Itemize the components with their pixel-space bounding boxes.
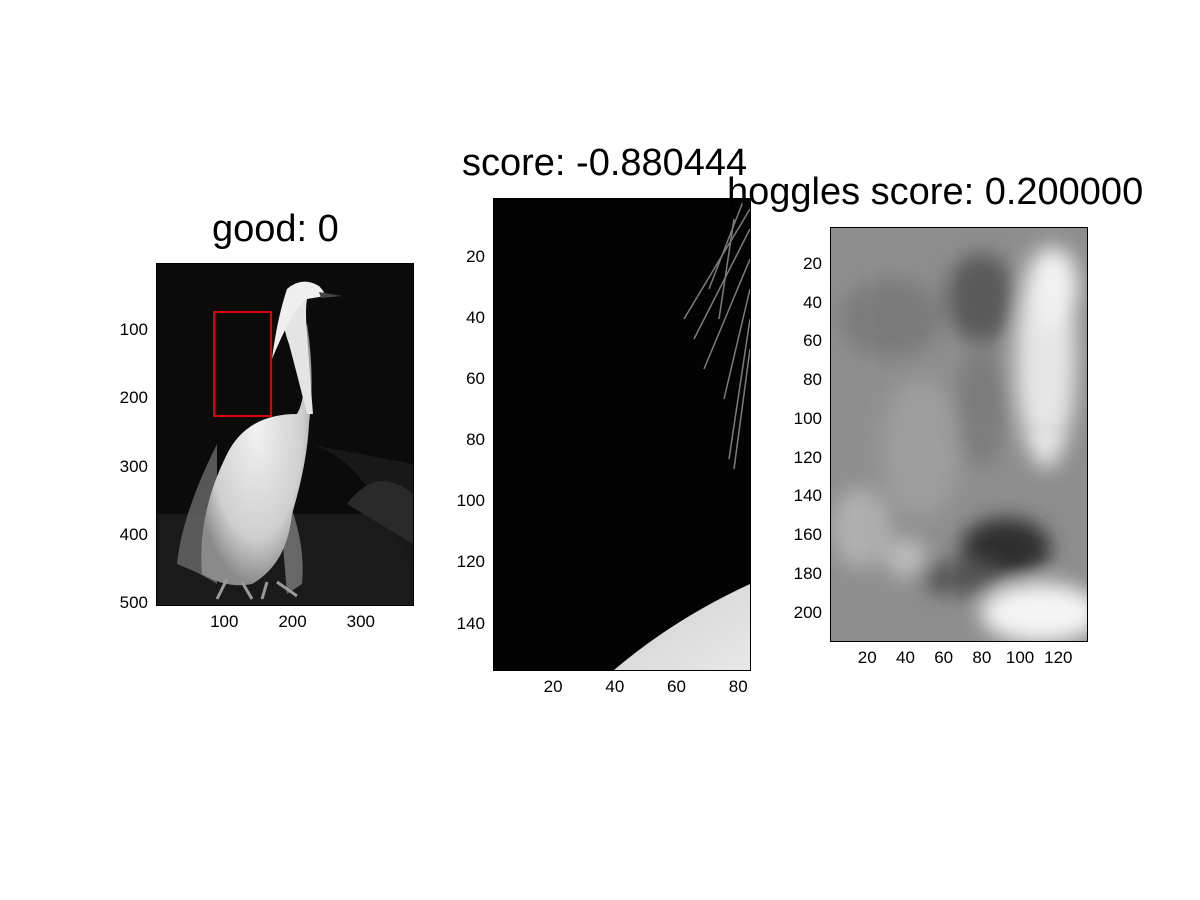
x-tick-label: 100 — [1005, 648, 1035, 667]
x-tick-label: 80 — [972, 648, 992, 667]
y-tick-label: 300 — [119, 456, 148, 476]
y-tick-label: 160 — [793, 525, 822, 545]
y-tick-label: 60 — [803, 331, 822, 351]
y-tick-label: 100 — [793, 408, 822, 428]
y-tick-label: 400 — [119, 524, 148, 544]
y-tick-label: 200 — [793, 602, 822, 622]
y-tick-label: 100 — [119, 320, 148, 340]
x-tick-label: 300 — [346, 612, 375, 631]
y-tick-label: 120 — [456, 552, 485, 572]
x-tick-label: 20 — [543, 677, 563, 696]
y-tick-label: 100 — [456, 491, 485, 511]
x-tick-label: 20 — [857, 648, 877, 667]
x-tick-label: 40 — [605, 677, 625, 696]
detection-box — [213, 311, 272, 417]
y-tick-label: 20 — [466, 246, 485, 266]
x-tick-label: 120 — [1044, 648, 1073, 667]
x-tick-label: 80 — [728, 677, 748, 696]
egret-image — [156, 263, 414, 606]
y-tick-label: 180 — [793, 564, 822, 584]
y-tick-label: 80 — [466, 430, 485, 450]
y-tick-label: 120 — [793, 447, 822, 467]
x-tick-label: 60 — [934, 648, 954, 667]
y-tick-label: 140 — [456, 613, 485, 633]
y-tick-label: 40 — [803, 292, 822, 312]
y-tick-label: 500 — [119, 593, 148, 612]
y-tick-label: 80 — [803, 370, 822, 390]
y-tick-label: 20 — [803, 253, 822, 273]
x-tick-label: 100 — [210, 612, 239, 631]
x-tick-label: 60 — [667, 677, 686, 696]
panel-title: good: 0 — [212, 208, 339, 250]
y-tick-label: 200 — [119, 388, 148, 408]
crop-image — [493, 198, 751, 671]
x-tick-label: 200 — [278, 612, 307, 631]
panel-title: score: -0.880444 — [462, 142, 748, 184]
y-tick-label: 140 — [793, 486, 822, 506]
y-tick-label: 60 — [466, 368, 485, 388]
panel-title: hoggles score: 0.200000 — [727, 171, 1144, 213]
x-tick-label: 40 — [895, 648, 915, 667]
hoggles-image — [830, 227, 1088, 642]
y-tick-label: 40 — [466, 307, 485, 327]
